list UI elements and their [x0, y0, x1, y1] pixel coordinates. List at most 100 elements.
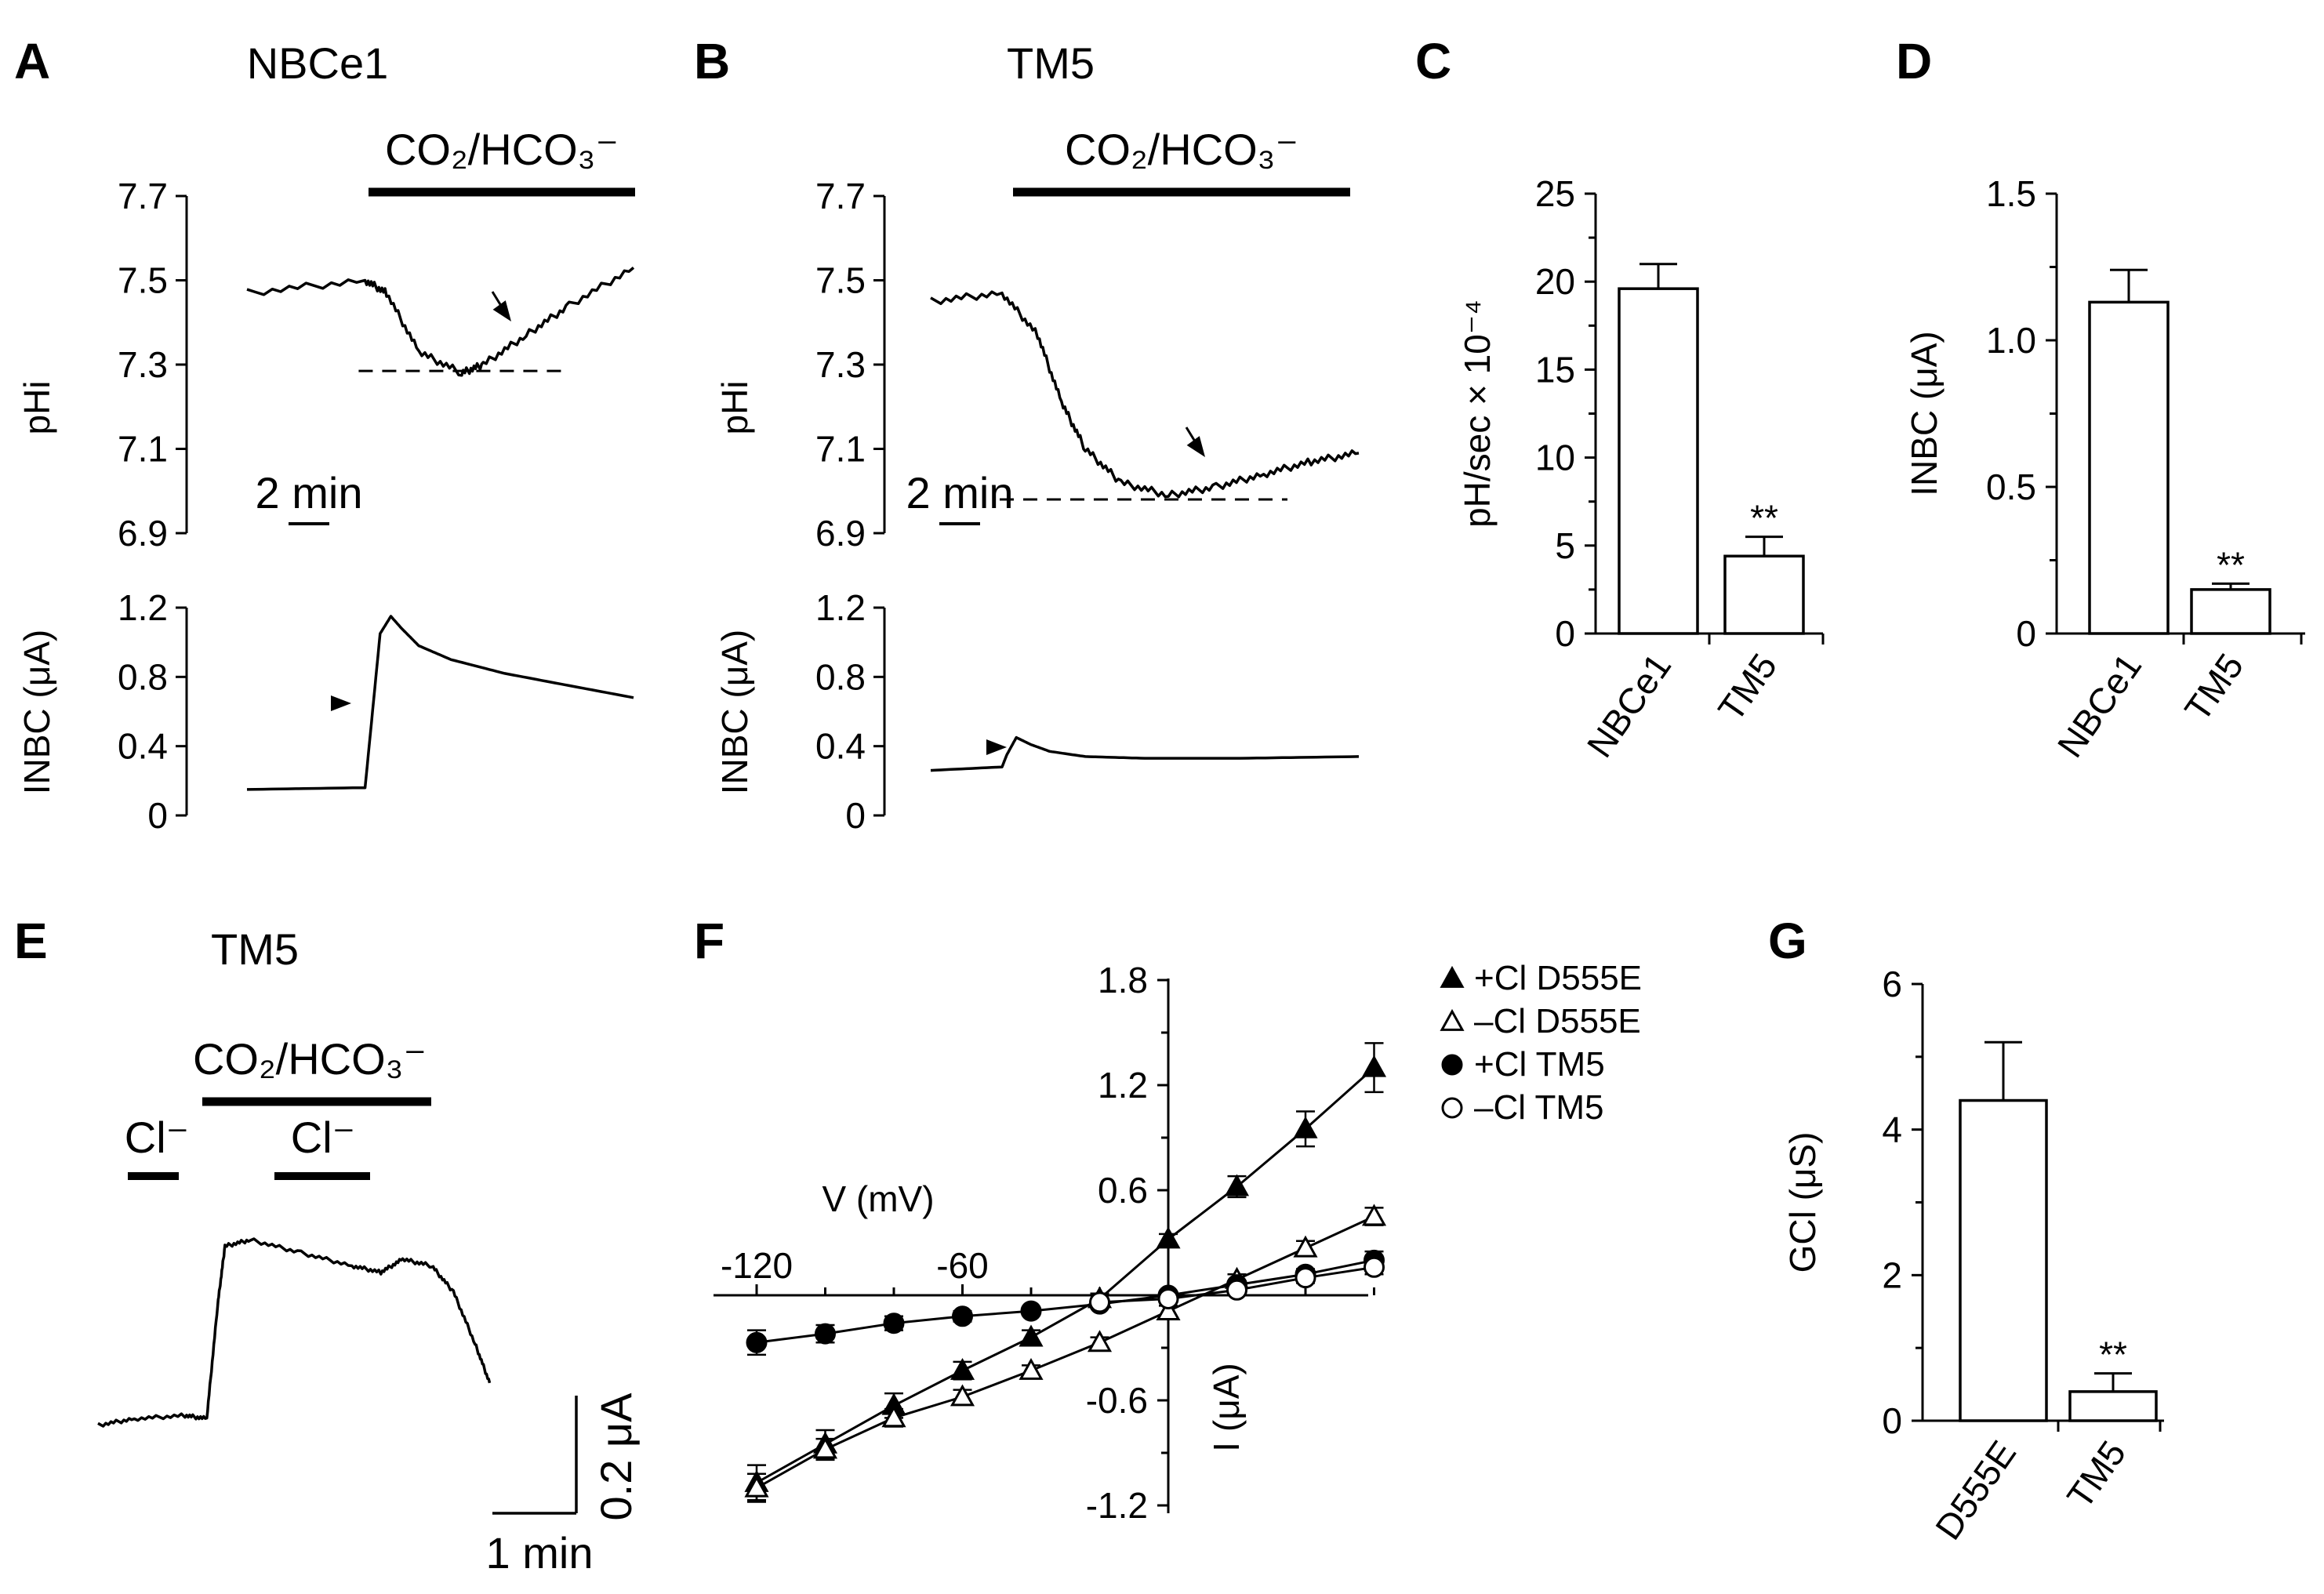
x-axis-label: V (mV): [822, 1178, 934, 1219]
data-point-tri-filled: [950, 1357, 975, 1380]
panel-c-bar-chart: 0 5 10 15 20 25 pH/sec × 10⁻⁴ NBCe1 TM5 **: [1457, 173, 1825, 764]
co2-label: CO₂/HCO₃⁻: [193, 1034, 427, 1084]
panel-b-traces: TM5 CO₂/HCO₃⁻ 7.7 7.5 7.3 7.1 6.9 pHi 2 min 1.2 0.…: [714, 38, 1360, 836]
bar-y-tick-label: 0: [1555, 613, 1575, 654]
ph-y-tick-label: 6.9: [118, 513, 168, 554]
current-onset-arrowhead: [986, 739, 1007, 755]
ph-y-tick-label: 7.5: [815, 260, 866, 301]
ph-y-tick-label: 7.7: [118, 176, 168, 216]
current-y-tick-label: 0: [845, 795, 866, 836]
data-point-tri-open: [1361, 1204, 1387, 1226]
significance-marker: **: [2099, 1334, 2127, 1375]
bar: [2190, 588, 2271, 635]
bar-y-tick-label: 25: [1535, 173, 1575, 214]
ph-y-tick-label: 7.5: [118, 260, 168, 301]
time-scale-label: 2 min: [906, 468, 1014, 517]
legend-marker-tri-open: [1440, 1008, 1465, 1031]
bar: [1959, 1098, 2048, 1422]
ph-axis-label: pHi: [16, 380, 57, 434]
ph-trace: [246, 267, 635, 377]
panel-title: NBCe1: [247, 38, 389, 88]
legend-marker-tri-filled: [1440, 965, 1465, 988]
data-point-circle-open: [1157, 1287, 1179, 1309]
y-tick-label: -0.6: [1086, 1380, 1148, 1421]
data-point-tri-open: [881, 1405, 906, 1428]
data-point-tri-open: [950, 1384, 975, 1407]
ph-y-tick-label: 6.9: [815, 513, 866, 554]
cl-label-2: Cl⁻: [291, 1113, 355, 1162]
bar-y-tick-label: 0: [1882, 1400, 1902, 1441]
ph-y-tick-label: 7.3: [118, 344, 168, 385]
data-point-circle-filled: [746, 1331, 768, 1353]
legend-label: –Cl TM5: [1474, 1088, 1603, 1127]
bar-category-label: D555E: [1927, 1433, 2024, 1547]
bar-y-axis-label: pH/sec × 10⁻⁴: [1457, 300, 1498, 528]
recovery-arrow: [492, 300, 511, 321]
current-axis-label: INBC (μA): [16, 630, 57, 795]
recovery-arrow-shaft: [491, 291, 507, 313]
bar-category-label: TM5: [1710, 646, 1785, 728]
significance-marker: **: [1750, 498, 1778, 539]
panel-label-c: C: [1415, 33, 1451, 89]
data-point-circle-filled: [883, 1313, 905, 1334]
panel-label-g: G: [1768, 913, 1807, 969]
bar: [2088, 300, 2170, 635]
co2-label: CO₂/HCO₃⁻: [385, 125, 619, 174]
bar-y-axis-label: GCl (μS): [1782, 1132, 1823, 1273]
current-trace: [930, 735, 1360, 772]
x-tick-label: -120: [721, 1245, 793, 1286]
bar: [2068, 1390, 2158, 1422]
time-scale-label: 2 min: [256, 468, 363, 517]
ph-axis-label: pHi: [714, 380, 755, 434]
legend-label: +Cl D555E: [1474, 959, 1642, 997]
data-point-tri-filled: [1019, 1324, 1044, 1347]
ph-trace: [930, 290, 1360, 499]
bar: [1723, 554, 1805, 635]
data-point-circle-filled: [952, 1305, 973, 1327]
legend-marker-circle-open: [1441, 1097, 1463, 1119]
fit-line-1: [756, 1215, 1375, 1490]
panel-a-traces: NBCe1 CO₂/HCO₃⁻ 7.7 7.5 7.3 7.1 6.9 pHi 2 min 1.2…: [16, 38, 635, 836]
recovery-arrow: [1186, 436, 1205, 457]
current-trace: [246, 615, 634, 791]
data-point-tri-open: [744, 1475, 769, 1498]
current-y-tick-label: 0.4: [118, 726, 168, 767]
y-tick-label: 1.2: [1098, 1065, 1148, 1106]
data-point-circle-open: [1364, 1256, 1385, 1278]
bar-category-label: TM5: [2177, 646, 2251, 728]
panel-g-bar-chart: 0 2 4 6 GCl (μS) D555E TM5 **: [1782, 964, 2164, 1547]
bar-y-tick-label: 1.0: [1986, 320, 2036, 361]
bar-y-tick-label: 0.5: [1986, 467, 2036, 507]
bar-y-tick-label: 5: [1555, 525, 1575, 566]
current-trace: [97, 1237, 492, 1428]
panel-title: TM5: [211, 924, 299, 974]
bar-category-label: NBCe1: [2050, 646, 2150, 764]
data-point-tri-filled: [1361, 1055, 1387, 1077]
data-point-tri-open: [1156, 1298, 1181, 1320]
panel-label-a: A: [14, 33, 50, 89]
x-tick-label: -60: [936, 1245, 988, 1286]
y-axis-label: I (μA): [1206, 1363, 1247, 1451]
data-point-circle-filled: [815, 1323, 836, 1345]
data-point-tri-open: [1087, 1330, 1113, 1353]
co2-label: CO₂/HCO₃⁻: [1065, 125, 1298, 174]
data-point-tri-filled: [1224, 1174, 1250, 1196]
ph-y-tick-label: 7.1: [815, 429, 866, 470]
ph-y-tick-label: 7.3: [815, 344, 866, 385]
current-axis-label: INBC (μA): [714, 630, 755, 795]
data-point-tri-open: [1019, 1357, 1044, 1380]
panel-f-iv-plot: -120 -60 1.8 1.2 0.6 -0.6 -1.2 V (mV) I (μA) +Cl …: [714, 959, 1642, 1526]
current-y-tick-label: 0.4: [815, 726, 866, 767]
data-point-circle-filled: [1020, 1300, 1042, 1322]
current-y-tick-label: 0: [147, 795, 168, 836]
bar-y-tick-label: 20: [1535, 261, 1575, 302]
legend-label: +Cl TM5: [1474, 1045, 1605, 1084]
bar-category-label: TM5: [2059, 1433, 2133, 1516]
significance-marker: **: [2217, 544, 2245, 585]
fit-line-0: [756, 1066, 1375, 1484]
panel-label-b: B: [694, 33, 730, 89]
legend-label: –Cl D555E: [1474, 1002, 1641, 1040]
data-point-circle-open: [1089, 1291, 1110, 1313]
ph-y-tick-label: 7.7: [815, 176, 866, 216]
